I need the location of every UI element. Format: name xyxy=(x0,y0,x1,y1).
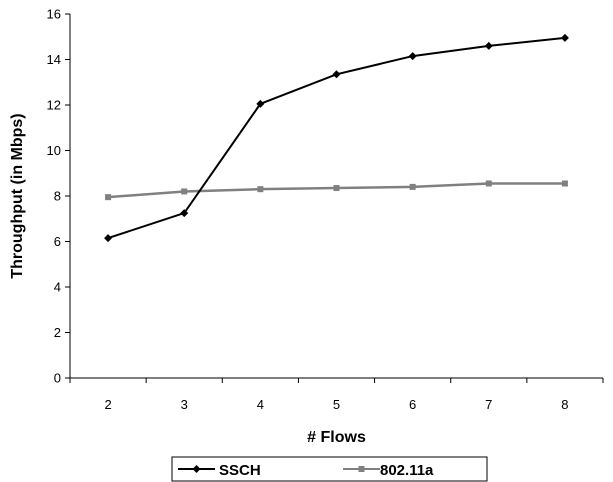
y-tick-label: 4 xyxy=(54,280,61,295)
legend-box xyxy=(171,456,488,482)
legend-marker-802-11a xyxy=(358,466,365,472)
x-tick-label: 2 xyxy=(104,397,111,412)
legend-label-802-11a: 802.11a xyxy=(380,462,434,479)
data-point-ssch xyxy=(180,209,189,218)
data-point-802-11a xyxy=(181,188,188,195)
y-tick-label: 16 xyxy=(47,7,61,22)
legend-marker-ssch xyxy=(192,465,201,473)
x-tick-label: 5 xyxy=(333,397,340,412)
y-tick-label: 10 xyxy=(47,143,61,158)
series-ssch xyxy=(104,33,569,243)
axes: 0 2 4 6 8 10 12 14 16 2 3 4 5 6 7 8 xyxy=(47,7,604,412)
x-tick-label: 4 xyxy=(257,397,264,412)
y-tick-label: 2 xyxy=(54,325,61,340)
data-point-802-11a xyxy=(561,180,568,187)
data-point-ssch xyxy=(408,52,417,61)
y-tick-label: 0 xyxy=(54,371,61,386)
data-point-802-11a xyxy=(409,183,416,190)
series-802-11a xyxy=(105,180,568,201)
data-point-ssch xyxy=(104,234,113,243)
data-point-ssch xyxy=(256,99,265,108)
data-point-ssch xyxy=(332,70,341,79)
x-tick-label: 3 xyxy=(181,397,188,412)
y-axis-title: Throughput (in Mbps) xyxy=(9,113,26,278)
data-point-802-11a xyxy=(485,180,492,187)
y-tick-label: 14 xyxy=(47,52,61,67)
x-axis-title: # Flows xyxy=(307,429,366,446)
x-tick-label: 6 xyxy=(409,397,416,412)
legend-item-802-11a: 802.11a xyxy=(343,462,434,479)
legend: SSCH 802.11a xyxy=(171,456,488,482)
x-tick-label: 8 xyxy=(561,397,568,412)
data-point-ssch xyxy=(484,41,493,50)
x-tick-label: 7 xyxy=(485,397,492,412)
y-tick-label: 8 xyxy=(54,189,61,204)
legend-label-ssch: SSCH xyxy=(219,462,261,479)
series-line-ssch xyxy=(107,36,566,240)
legend-item-ssch: SSCH xyxy=(178,462,261,479)
data-point-ssch xyxy=(560,33,569,42)
y-tick-label: 6 xyxy=(54,234,61,249)
data-point-802-11a xyxy=(105,194,112,201)
data-point-802-11a xyxy=(333,185,340,192)
series-layer xyxy=(104,33,569,243)
y-tick-label: 12 xyxy=(47,98,61,113)
data-point-802-11a xyxy=(257,186,264,193)
